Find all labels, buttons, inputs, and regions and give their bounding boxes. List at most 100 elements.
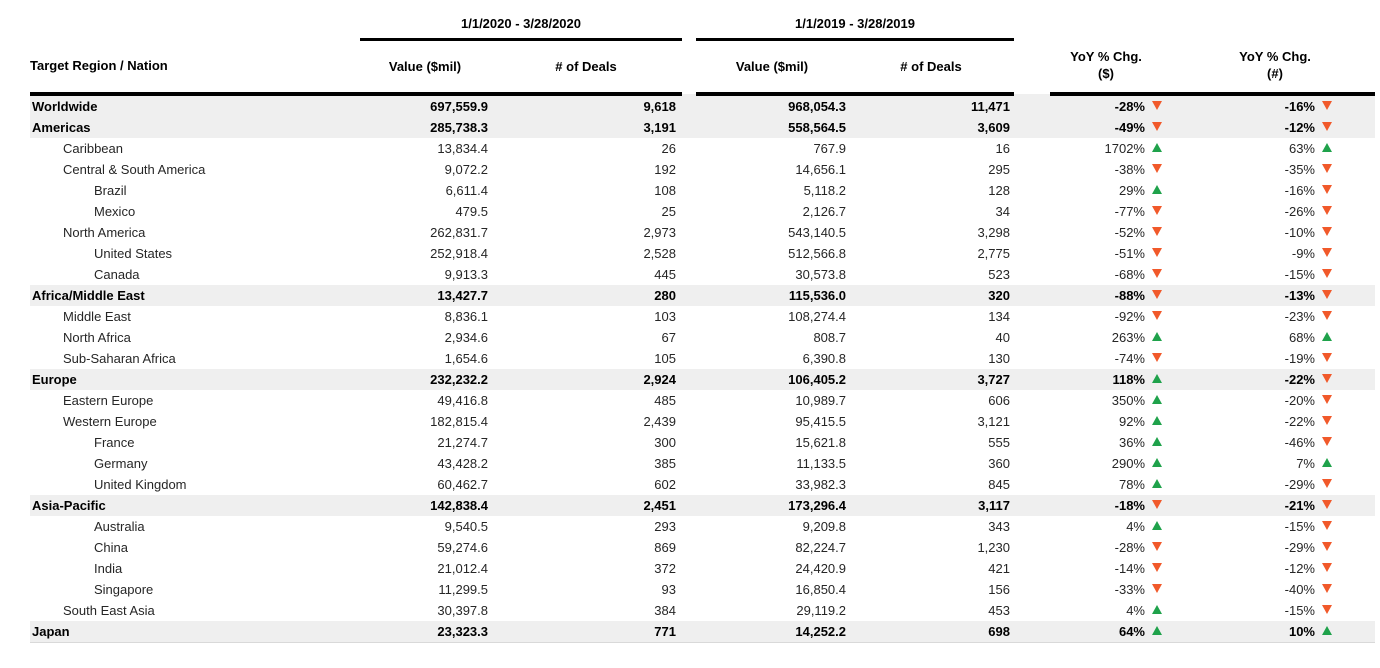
yoy-percent: 350% [1111,393,1145,408]
spacer [1014,327,1050,348]
yoy-percent: -40% [1284,582,1315,597]
spacer [1014,453,1050,474]
yoy-value-cell: -88% [1050,285,1218,306]
deals-2020: 485 [654,393,676,408]
region-name: North America [63,225,146,240]
deals-2020: 108 [654,183,676,198]
table-row: India 21,012.4 372 24,420.9 421 -14% -12% [30,558,1375,579]
ma-regional-report: 1/1/2020 - 3/28/2020 1/1/2019 - 3/28/201… [30,8,1380,643]
up-triangle-icon [1322,626,1332,635]
value-2020: 262,831.7 [430,225,488,240]
region-name: Eastern Europe [63,393,154,408]
yoy-percent: -18% [1114,498,1145,513]
value-2019: 33,982.3 [795,477,846,492]
yoy-percent: -12% [1284,120,1315,135]
deals-2020: 9,618 [643,99,676,114]
deals-2020: 372 [654,561,676,576]
spacer [1014,40,1050,95]
yoy-value-header: YoY % Chg. ($) [1050,39,1218,96]
down-triangle-icon [1322,563,1332,572]
spacer [682,600,696,621]
table-row: Asia-Pacific 142,838.4 2,451 173,296.4 3,117… [30,495,1375,516]
up-triangle-icon [1152,395,1162,404]
region-name: Canada [94,267,140,282]
deals-2020: 26 [661,141,676,156]
down-triangle-icon [1152,290,1162,299]
table-row: Mexico 479.5 25 2,126.7 34 -77% -26% [30,201,1375,222]
yoy-value-cell: -77% [1050,201,1218,222]
deals-2019: 16 [995,141,1010,156]
spacer [682,621,696,643]
value-2020: 9,913.3 [444,267,488,282]
down-triangle-icon [1322,164,1332,173]
spacer [682,369,696,390]
yoy-deals-cell: -15% [1218,600,1375,621]
report-table: 1/1/2020 - 3/28/2020 1/1/2019 - 3/28/201… [30,8,1375,643]
deals-2019: 2,775 [977,246,1010,261]
deals-2020: 192 [654,162,676,177]
deals-2019: 3,121 [977,414,1010,429]
yoy-value-cell: 4% [1050,600,1218,621]
yoy-percent: 4% [1126,519,1145,534]
value-2020: 49,416.8 [437,393,488,408]
region-name: United States [94,246,173,261]
up-triangle-icon [1152,416,1162,425]
yoy-deals-cell: -16% [1218,180,1375,201]
value-2019: 173,296.4 [788,498,846,513]
yoy-value-cell: 29% [1050,180,1218,201]
down-triangle-icon [1152,542,1162,551]
yoy-percent: 1702% [1104,141,1145,156]
region-name: United Kingdom [94,477,187,492]
spacer [682,474,696,495]
yoy-deals-cell: -10% [1218,222,1375,243]
deals-2019: 128 [988,183,1010,198]
region-name: Americas [32,120,91,135]
spacer [1014,579,1050,600]
table-row: Brazil 6,611.4 108 5,118.2 128 29% -16% [30,180,1375,201]
yoy-percent: -9% [1291,246,1315,261]
deals-2020: 280 [654,288,676,303]
up-triangle-icon [1152,626,1162,635]
spacer [1014,474,1050,495]
up-triangle-icon [1152,458,1162,467]
yoy-deals-cell: -40% [1218,579,1375,600]
value-2020: 9,072.2 [444,162,488,177]
region-column-header: Target Region / Nation [30,39,360,96]
spacer [1014,243,1050,264]
yoy-percent: -68% [1114,267,1145,282]
spacer [1014,264,1050,285]
yoy-deals-cell: -46% [1218,432,1375,453]
yoy-percent: -20% [1284,393,1315,408]
table-row: Sub-Saharan Africa 1,654.6 105 6,390.8 130 -7… [30,348,1375,369]
up-triangle-icon [1322,143,1332,152]
spacer [1014,558,1050,579]
spacer [682,8,696,40]
yoy-percent: 10% [1288,624,1315,639]
table-header: 1/1/2020 - 3/28/2020 1/1/2019 - 3/28/201… [30,8,1375,96]
down-triangle-icon [1322,605,1332,614]
down-triangle-icon [1152,563,1162,572]
spacer [1014,600,1050,621]
yoy-percent: 290% [1111,456,1145,471]
yoy-percent: -23% [1284,309,1315,324]
value-2019: 82,224.7 [795,540,846,555]
yoy-percent: -14% [1114,561,1145,576]
spacer [682,222,696,243]
spacer [1014,117,1050,138]
down-triangle-icon [1322,248,1332,257]
yoy-percent: -29% [1284,477,1315,492]
yoy-percent: 118% [1112,372,1145,387]
deals-2020: 2,973 [643,225,676,240]
down-triangle-icon [1322,290,1332,299]
spacer [1014,516,1050,537]
yoy-percent: -38% [1114,162,1145,177]
region-name: India [94,561,123,576]
value-2020: 697,559.9 [430,99,488,114]
yoy-deals-cell: -12% [1218,558,1375,579]
deals-2020-header: # of Deals [490,39,682,96]
deals-2020: 300 [654,435,676,450]
value-2020-header: Value ($mil) [360,39,490,96]
table-body: Worldwide 697,559.9 9,618 968,054.3 11,471 -2… [30,94,1375,643]
value-2020: 11,299.5 [438,582,488,597]
value-2020: 142,838.4 [430,498,488,513]
